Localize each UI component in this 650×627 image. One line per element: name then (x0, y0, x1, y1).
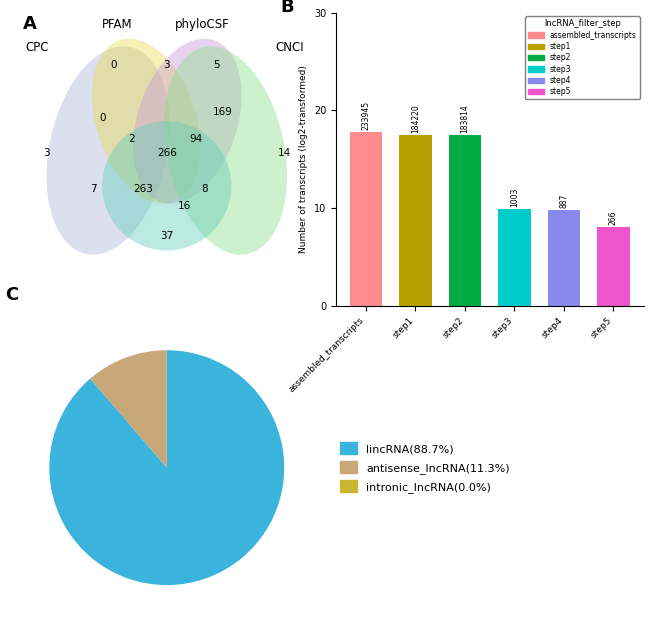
Legend: assembled_transcripts, step1, step2, step3, step4, step5: assembled_transcripts, step1, step2, ste… (525, 16, 640, 99)
Ellipse shape (102, 121, 231, 250)
Text: phyloCSF: phyloCSF (175, 18, 229, 31)
Text: CPC: CPC (26, 41, 49, 55)
Bar (399, 135, 432, 306)
Bar (597, 228, 629, 306)
Text: A: A (23, 16, 37, 33)
Text: 887: 887 (560, 194, 569, 208)
Text: 263: 263 (133, 184, 153, 194)
Text: B: B (281, 0, 294, 16)
Ellipse shape (133, 39, 242, 204)
Text: 0: 0 (99, 113, 105, 124)
Bar (548, 210, 580, 306)
Legend: lincRNA(88.7%), antisense_lncRNA(11.3%), intronic_lncRNA(0.0%): lincRNA(88.7%), antisense_lncRNA(11.3%),… (336, 438, 514, 497)
Text: 3: 3 (163, 60, 170, 70)
Text: PFAM: PFAM (101, 18, 132, 31)
Text: 16: 16 (177, 201, 191, 211)
Text: 14: 14 (278, 149, 291, 159)
Text: CNCI: CNCI (276, 41, 304, 55)
Text: 183814: 183814 (460, 104, 469, 133)
Ellipse shape (47, 46, 170, 255)
Text: 0: 0 (111, 60, 117, 70)
Y-axis label: Number of transcripts (log2-transformed): Number of transcripts (log2-transformed) (299, 65, 308, 253)
Text: 94: 94 (190, 134, 203, 144)
Wedge shape (49, 350, 284, 585)
Text: 7: 7 (90, 184, 97, 194)
Text: 184220: 184220 (411, 104, 420, 133)
Text: C: C (5, 286, 19, 303)
Text: 2: 2 (128, 134, 135, 144)
Bar (350, 132, 382, 306)
Text: 5: 5 (213, 60, 220, 70)
Text: 266: 266 (157, 149, 177, 159)
Ellipse shape (164, 46, 287, 255)
Text: 169: 169 (213, 107, 233, 117)
Ellipse shape (92, 39, 200, 204)
Text: 1003: 1003 (510, 187, 519, 207)
Text: 3: 3 (43, 149, 49, 159)
Text: 233945: 233945 (361, 100, 370, 130)
Text: 37: 37 (160, 231, 174, 241)
Text: 8: 8 (202, 184, 208, 194)
Bar (449, 135, 481, 306)
Bar (499, 209, 530, 306)
Wedge shape (90, 350, 167, 468)
Text: 266: 266 (609, 211, 618, 226)
